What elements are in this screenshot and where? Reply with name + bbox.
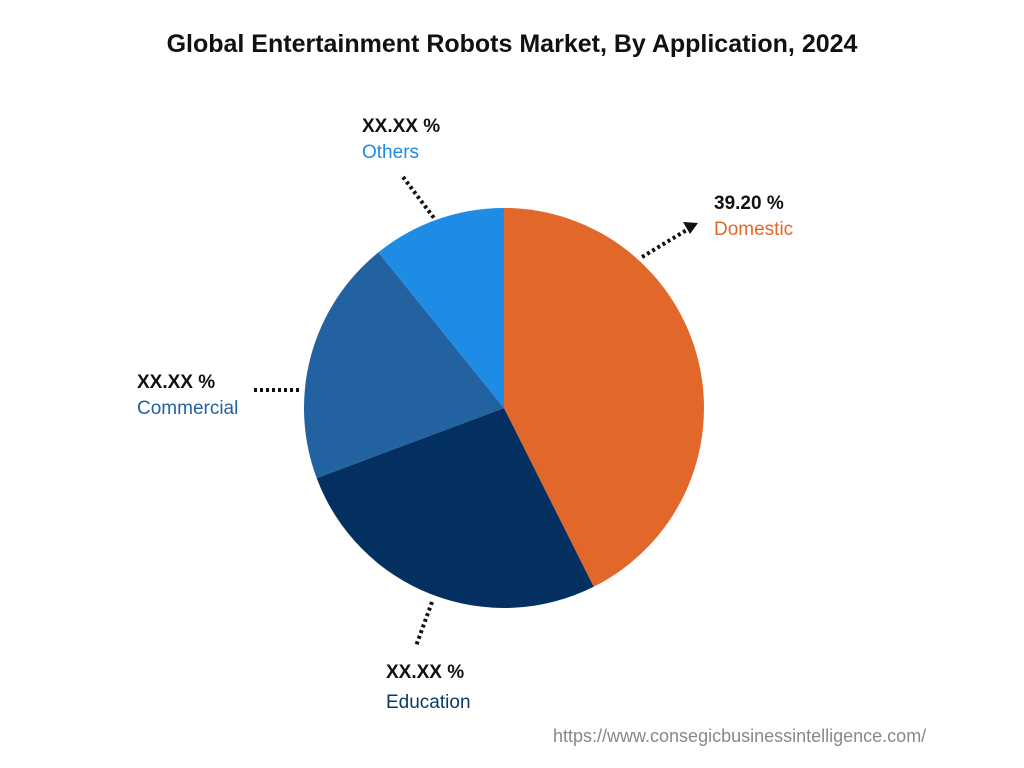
chart-title: Global Entertainment Robots Market, By A… [166, 30, 858, 58]
leader-line-domestic [640, 226, 692, 259]
pct-others: XX.XX % [362, 116, 441, 137]
name-education: Education [386, 692, 471, 713]
name-domestic: Domestic [714, 219, 794, 240]
pie-slice-education [316, 408, 594, 608]
label-others: XX.XX % Others [362, 116, 440, 164]
label-domestic: 39.20 % Domestic [714, 193, 793, 241]
source-url[interactable]: https://www.consegicbusinessintelligence… [553, 726, 927, 746]
pct-education: XX.XX % [386, 662, 465, 683]
pie-slice-commercial [304, 252, 504, 479]
label-commercial: XX.XX % Commercial [137, 372, 238, 420]
leader-line-others [401, 175, 436, 220]
name-others: Others [362, 142, 420, 163]
leader-lines [254, 175, 692, 647]
arrow-head-icon [683, 222, 698, 234]
label-education: XX.XX % Education [386, 662, 471, 714]
pct-commercial: XX.XX % [137, 372, 216, 393]
pie-slice-others [378, 208, 504, 408]
name-commercial: Commercial [137, 398, 239, 419]
pie-slice-domestic [504, 208, 704, 587]
pct-domestic: 39.20 % [714, 193, 784, 214]
leader-line-education [414, 601, 434, 647]
